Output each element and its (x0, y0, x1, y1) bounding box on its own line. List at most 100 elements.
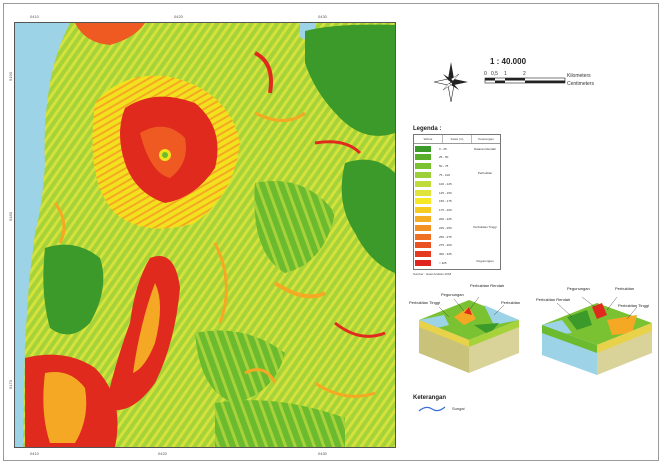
legend-swatch (415, 189, 431, 196)
legend-swatch (415, 242, 431, 249)
legend-swatch (415, 198, 431, 205)
legend-class-label: Perbukitan Tinggi (473, 225, 497, 229)
legend-row: 0 - 25 (414, 145, 500, 152)
top-tick: 0410 (30, 14, 39, 19)
crater (162, 152, 168, 158)
legend-row: 100 - 125 (414, 180, 500, 187)
ridge-region (43, 372, 87, 443)
contour-line (254, 111, 306, 122)
legend-row: 225 - 250 (414, 224, 500, 231)
legend-row: 50 - 75 (414, 163, 500, 170)
legend-row: 250 - 275 (414, 233, 500, 240)
legend-range: 0 - 25 (439, 146, 447, 151)
lowland-region (43, 244, 104, 335)
block-diagram-left (419, 296, 519, 373)
legend-range: 100 - 125 (439, 181, 452, 186)
legend-header: Warna Kelas (m) Keterangan (414, 135, 500, 144)
legend-range: 225 - 250 (439, 225, 452, 230)
block-label: Pegunungan (441, 292, 464, 297)
contour-line (314, 140, 362, 155)
hill-region (215, 400, 345, 447)
legend-range: 125 - 150 (439, 190, 452, 195)
legend-range: 250 - 275 (439, 234, 452, 239)
legend-range: 300 - 325 (439, 252, 452, 257)
legend-range: 150 - 175 (439, 199, 452, 204)
scale-unit-km: Kilometers (567, 73, 591, 79)
river-icon (418, 406, 446, 412)
left-tick: 9190 (7, 72, 13, 81)
legend-row: 200 - 225 (414, 215, 500, 222)
legend-range: 275 - 300 (439, 243, 452, 248)
contour-line (334, 321, 386, 338)
scale-bar (484, 77, 566, 84)
legend-range: 50 - 75 (439, 164, 449, 169)
legend-row: 300 - 325 (414, 251, 500, 258)
legend-swatch (415, 163, 431, 170)
legend-row: 25 - 50 (414, 154, 500, 161)
bottom-tick: 0410 (30, 451, 39, 456)
legend-range: 75 - 100 (439, 172, 451, 177)
top-tick: 0420 (174, 14, 183, 19)
legend-swatch (415, 215, 431, 222)
legend-class-label: Dataran Rendah (473, 147, 496, 151)
block-label: Perbukitan Tinggi (409, 300, 440, 305)
lowland-region (341, 159, 395, 273)
hill-region (254, 181, 335, 273)
ridge-region (133, 283, 160, 373)
legend-swatch (415, 233, 431, 240)
legend-range: 200 - 225 (439, 216, 452, 221)
block-label: Perbukitan Tinggi (618, 303, 649, 308)
block-label: Pegunungan (567, 286, 590, 291)
legend-range: 175 - 200 (439, 208, 452, 213)
legend-source: Sumber : Hasil Analisis 2018 (413, 272, 452, 276)
contour-line (314, 381, 376, 398)
legend-table: Warna Kelas (m) Keterangan 0 - 25 25 - 50… (413, 134, 501, 270)
legend-swatch (415, 207, 431, 214)
legend-row: 275 - 300 (414, 242, 500, 249)
legend-row: 175 - 200 (414, 207, 500, 214)
reference-title: Keterangan (413, 395, 447, 401)
bottom-tick: 0420 (158, 451, 167, 456)
river-label: Sungai (452, 406, 465, 411)
contour-line (213, 242, 228, 324)
north-arrow-icon (433, 62, 468, 103)
left-tick: 9180 (7, 212, 13, 221)
left-tick: 9170 (7, 380, 13, 389)
block-label: Perbukitan Rendah (470, 283, 505, 288)
block-label: Perbukitan Rendah (536, 297, 571, 302)
legend-range: > 325 (439, 260, 447, 265)
scale-tick: 0 (484, 71, 487, 77)
legend-swatch (415, 171, 431, 178)
block-label: Perbukitan (501, 300, 521, 305)
contour-line (244, 368, 277, 384)
lowland-region (305, 24, 395, 136)
legend-swatch (415, 145, 431, 152)
legend-swatch (415, 224, 431, 231)
legend-swatch (415, 251, 431, 258)
bottom-tick: 0430 (318, 451, 327, 456)
legend-title: Legenda : (413, 126, 442, 132)
block-label: Perbukitan (615, 286, 635, 291)
legend-row: 125 - 150 (414, 189, 500, 196)
sea-area (15, 23, 70, 447)
elevation-map[interactable] (14, 22, 396, 448)
map-frame (3, 3, 659, 461)
scale-tick: 0,5 (491, 71, 498, 77)
block-diagram-right (542, 296, 652, 375)
legend-swatch (415, 259, 431, 266)
legend-header-cell: Warna (414, 135, 443, 143)
legend-row: 150 - 175 (414, 198, 500, 205)
contour-line (253, 51, 273, 94)
legend-class-label: Perbukitan (477, 171, 493, 175)
scale-unit-cm: Centimeters (567, 81, 594, 87)
hill-region (195, 330, 285, 403)
legend-range: 25 - 50 (439, 155, 449, 160)
contour-line (273, 281, 326, 299)
legend-row: > 325 (414, 259, 500, 266)
scale-tick: 2 (523, 71, 526, 77)
legend-header-cell: Kelas (m) (443, 135, 472, 143)
legend-class-label: Pegunungan (476, 259, 494, 263)
ridge-region (75, 23, 145, 45)
legend-header-cell: Keterangan (478, 137, 494, 141)
top-tick: 0430 (318, 14, 327, 19)
